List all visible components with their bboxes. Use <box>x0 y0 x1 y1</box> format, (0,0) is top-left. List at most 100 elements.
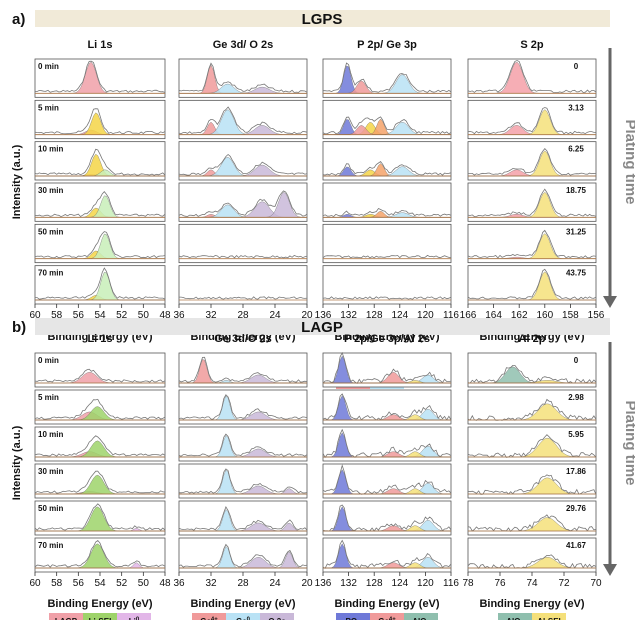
spectrum-line <box>178 505 308 531</box>
x-tick-label: 162 <box>511 310 528 321</box>
spectrum-line <box>322 296 452 300</box>
subplot-title: Li 1s <box>87 333 112 345</box>
time-label: 50 min <box>38 504 63 513</box>
subplot-2: P 2p/Ge 3p/Al 2s 136 132 128 124 120 116 Bindin… <box>315 333 459 625</box>
spectrum-box <box>467 265 597 305</box>
x-tick-label: 124 <box>391 310 408 321</box>
x-tick-label: 20 <box>301 310 313 321</box>
y-axis-title: Intensity (a.u.) <box>11 144 23 219</box>
spectrum-box <box>467 352 597 388</box>
spectrum-line <box>467 229 597 259</box>
subplot-0: Li 1s 0 min 5 min 10 min 30 min 50 min 70 min 6… <box>29 39 171 372</box>
time-label: 50 min <box>38 227 63 236</box>
x-tick-label: 132 <box>340 578 357 589</box>
x-tick-label: 24 <box>269 310 281 321</box>
x-tick-label: 136 <box>315 310 332 321</box>
spectrum-line <box>467 268 597 300</box>
x-tick-label: 48 <box>159 310 171 321</box>
panel-b: b) LAGP Intensity (a.u.) Plating time Li 1s 0… <box>11 318 635 625</box>
spectrum-line <box>467 107 597 135</box>
spectrum-line <box>322 464 452 495</box>
x-tick-label: 32 <box>205 578 217 589</box>
spectrum-line <box>178 356 308 383</box>
x-tick-label: 36 <box>173 310 185 321</box>
spectrum-line <box>34 231 166 259</box>
spectrum-line <box>34 398 166 420</box>
panel-title-bar <box>35 318 610 335</box>
x-tick-label: 164 <box>485 310 502 321</box>
spectrum-line <box>34 539 166 568</box>
spectrum-line <box>178 543 308 568</box>
panel-title: LGPS <box>302 11 343 28</box>
x-tick-label: 156 <box>588 310 605 321</box>
time-label: 30 min <box>38 186 63 195</box>
time-label: 70 min <box>38 269 63 278</box>
time-arrow-head <box>603 296 617 308</box>
time-label: 70 min <box>38 541 63 550</box>
x-tick-label: 132 <box>340 310 357 321</box>
time-value: 43.75 <box>566 269 587 278</box>
time-value: 2.98 <box>568 393 584 402</box>
time-label: 0 min <box>38 62 59 71</box>
x-tick-label: 58 <box>51 310 63 321</box>
x-tick-label: 128 <box>366 578 383 589</box>
spectrum-line <box>34 60 166 93</box>
x-tick-label: 60 <box>29 310 41 321</box>
x-tick-label: 48 <box>159 578 171 589</box>
spectrum-box <box>322 265 452 305</box>
panel-tag: a) <box>12 11 25 28</box>
time-label: 10 min <box>38 145 63 154</box>
time-value: 3.13 <box>568 103 584 112</box>
spectrum-line <box>467 188 597 218</box>
subplot-title: Ge 3d/O 2s <box>214 333 271 345</box>
spectrum-line <box>178 153 308 176</box>
x-tick-label: 70 <box>590 578 602 589</box>
spectrum-line <box>34 148 166 176</box>
subplot-3: S 2p 0 3.13 6.25 18.75 31.25 43.75 166 164 162 160… <box>460 39 605 372</box>
spectrum-line <box>322 393 452 421</box>
time-value: 17.86 <box>566 467 587 476</box>
x-tick-label: 28 <box>237 578 249 589</box>
subplot-3: Al 2p 0 2.98 5.95 17.86 29.76 41.67 78 76 74 72 70 B… <box>462 333 602 625</box>
spectrum-line <box>322 116 452 135</box>
panel-tag: b) <box>12 319 26 336</box>
spectrum-line <box>178 190 308 217</box>
time-value: 18.75 <box>566 186 587 195</box>
time-value: 41.67 <box>566 541 587 550</box>
x-tick-label: 32 <box>205 310 217 321</box>
x-tick-label: 120 <box>417 310 434 321</box>
x-axis-title: Binding Energy (eV) <box>334 598 439 610</box>
spectrum-line <box>34 368 166 383</box>
time-arrow-head <box>603 564 617 576</box>
subplot-title: P 2p/Ge 3p/Al 2s <box>344 333 430 345</box>
time-value: 29.76 <box>566 504 587 513</box>
time-label: 5 min <box>38 103 59 112</box>
x-tick-label: 60 <box>29 578 41 589</box>
plating-time-label: Plating time <box>622 400 635 485</box>
subplot-title: Al 2p <box>519 333 546 345</box>
x-tick-label: 160 <box>536 310 553 321</box>
x-tick-label: 74 <box>526 578 538 589</box>
x-tick-label: 52 <box>116 310 128 321</box>
spectrum-line <box>322 428 452 459</box>
spectrum-line <box>35 267 166 300</box>
spectrum-line <box>178 62 308 93</box>
time-value: 5.95 <box>568 430 584 439</box>
x-tick-label: 76 <box>494 578 506 589</box>
x-tick-label: 78 <box>462 578 474 589</box>
subplot-0: Li 1s 0 min 5 min 10 min 30 min 50 min 70 min 6… <box>29 333 171 625</box>
subplot-title: Li 1s <box>87 39 112 51</box>
x-tick-label: 120 <box>417 578 434 589</box>
x-tick-label: 20 <box>301 578 313 589</box>
x-axis-title: Binding Energy (eV) <box>479 598 584 610</box>
time-value: 0 <box>574 62 579 71</box>
spectrum-box <box>467 99 597 140</box>
spectrum-line <box>467 398 597 421</box>
spectrum-line <box>322 539 452 570</box>
spectrum-line <box>178 106 308 135</box>
time-value: 0 <box>574 356 579 365</box>
x-axis-title: Binding Energy (eV) <box>47 598 152 610</box>
x-tick-label: 136 <box>315 578 332 589</box>
